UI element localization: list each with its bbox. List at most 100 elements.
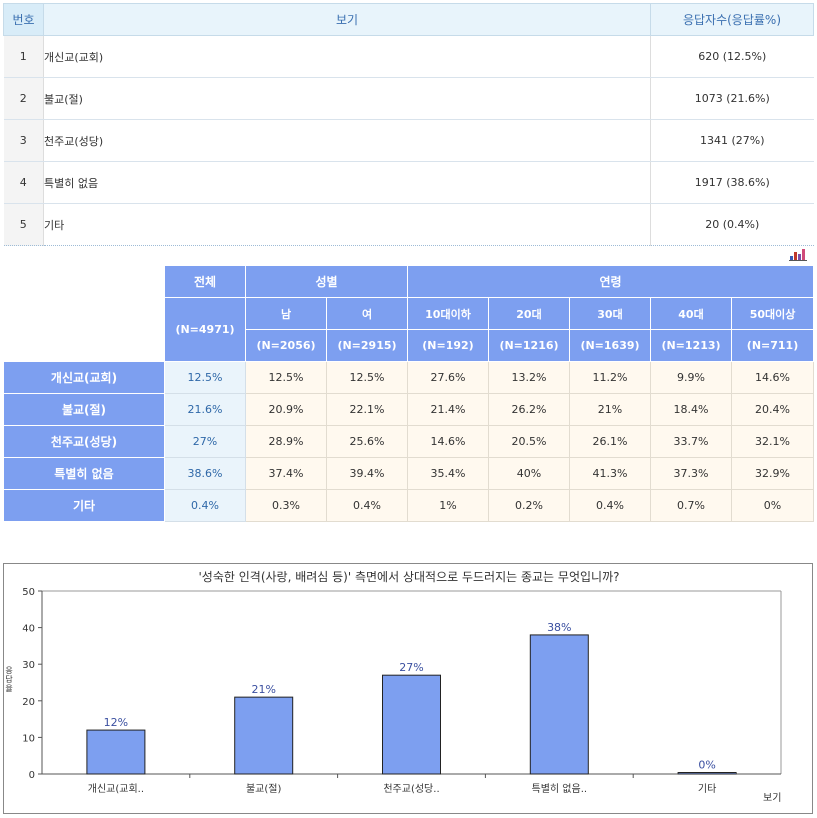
- bar-value-label: 0%: [698, 759, 715, 772]
- header-age-30s: 30대: [569, 297, 651, 330]
- row-value: 9.9%: [650, 361, 732, 394]
- bar-chart: '성숙한 인격(사랑, 배려심 등)' 측면에서 상대적으로 두드러지는 종교는…: [3, 563, 813, 814]
- row-option: 천주교(성당): [43, 119, 651, 162]
- header-gender: 성별: [245, 265, 408, 298]
- row-result: 1917 (38.6%): [650, 161, 814, 204]
- row-value: 32.9%: [730, 457, 815, 490]
- row-value: 37.4%: [245, 457, 327, 490]
- crosstab-table: 전체 성별 연령 (N=4971) 남 여 10대이하 20대 30대 40대 …: [3, 265, 815, 522]
- row-label: 불교(절): [3, 393, 165, 426]
- row-value: 18.4%: [650, 393, 732, 426]
- row-value: 39.4%: [326, 457, 408, 490]
- header-age-10s-n: (N=192): [407, 329, 489, 362]
- row-value: 0.2%: [488, 489, 570, 522]
- table-row: 개신교(교회) 12.5% 12.5% 12.5% 27.6% 13.2% 11.2% 9.9…: [3, 361, 815, 394]
- bar: [677, 772, 737, 775]
- y-tick-label: 40: [22, 624, 35, 635]
- y-tick-label: 10: [22, 733, 35, 744]
- row-total: 21.6%: [164, 393, 246, 426]
- row-value: 0.4%: [569, 489, 651, 522]
- table-row: 특별히 없음 38.6% 37.4% 39.4% 35.4% 40% 41.3% 37.3% 3…: [3, 457, 815, 490]
- y-tick-label: 20: [22, 697, 35, 708]
- row-value: 22.1%: [326, 393, 408, 426]
- x-tick-label: 특별히 없음..: [532, 782, 588, 795]
- row-value: 20.4%: [730, 393, 815, 426]
- chart-title: '성숙한 인격(사랑, 배려심 등)' 측면에서 상대적으로 두드러지는 종교는…: [198, 570, 620, 584]
- row-result: 20 (0.4%): [650, 203, 814, 246]
- header-total: 전체: [164, 265, 246, 298]
- bar: [382, 674, 441, 775]
- header-gender-female-n: (N=2915): [326, 329, 408, 362]
- row-option: 특별히 없음: [43, 161, 651, 204]
- row-total: 27%: [164, 425, 246, 458]
- row-num: 1: [3, 35, 44, 78]
- header-age: 연령: [406, 265, 815, 298]
- x-tick-label: 기타: [698, 783, 716, 795]
- y-tick-label: 50: [22, 587, 35, 598]
- row-value: 37.3%: [650, 457, 732, 490]
- row-label: 개신교(교회): [3, 361, 165, 394]
- bar: [86, 729, 146, 775]
- row-value: 26.2%: [488, 393, 570, 426]
- row-result: 1073 (21.6%): [650, 77, 814, 120]
- table-row: 기타 0.4% 0.3% 0.4% 1% 0.2% 0.4% 0.7% 0%: [3, 489, 815, 522]
- row-value: 26.1%: [569, 425, 651, 458]
- x-tick-label: 불교(절): [246, 782, 282, 795]
- row-value: 21%: [569, 393, 651, 426]
- y-tick-label: 30: [22, 660, 35, 671]
- x-axis-label: 보기: [763, 793, 782, 804]
- table-row: 1 개신교(교회) 620 (12.5%): [3, 35, 814, 78]
- header-option: 보기: [43, 3, 651, 36]
- row-value: 33.7%: [650, 425, 732, 458]
- bar: [529, 634, 589, 775]
- bar: [234, 696, 294, 775]
- header-gender-female: 여: [326, 297, 408, 330]
- header-age-20s-n: (N=1216): [488, 329, 570, 362]
- y-tick-label: 0: [29, 770, 35, 781]
- row-num: 4: [3, 161, 44, 204]
- header-age-20s: 20대: [488, 297, 570, 330]
- row-label: 특별히 없음: [3, 457, 165, 490]
- row-value: 11.2%: [569, 361, 651, 394]
- table-row: 4 특별히 없음 1917 (38.6%): [3, 161, 814, 204]
- row-result: 1341 (27%): [650, 119, 814, 162]
- bar-chart-icon[interactable]: [789, 247, 807, 261]
- row-value: 12.5%: [326, 361, 408, 394]
- header-age-50s-n: (N=711): [730, 329, 815, 362]
- row-value: 20.9%: [245, 393, 327, 426]
- row-option: 불교(절): [43, 77, 651, 120]
- row-label: 기타: [3, 489, 165, 522]
- chart-plot: 0 10 20 30 40 50 12% 개신교(교회.. 21% 불교(절) 27% 천주교(성당.…: [22, 587, 782, 795]
- row-value: 21.4%: [407, 393, 489, 426]
- row-option: 기타: [43, 203, 651, 246]
- row-value: 0.4%: [326, 489, 408, 522]
- row-label: 천주교(성당): [3, 425, 165, 458]
- row-num: 3: [3, 119, 44, 162]
- row-value: 14.6%: [407, 425, 489, 458]
- row-value: 1%: [407, 489, 489, 522]
- row-total: 38.6%: [164, 457, 246, 490]
- row-value: 12.5%: [245, 361, 327, 394]
- row-value: 13.2%: [488, 361, 570, 394]
- row-value: 28.9%: [245, 425, 327, 458]
- header-total-n: (N=4971): [164, 297, 246, 362]
- bar-value-label: 38%: [547, 621, 571, 634]
- bar-value-label: 21%: [251, 683, 275, 696]
- header-gender-male: 남: [245, 297, 327, 330]
- corner-blank: [3, 265, 165, 362]
- row-value: 0.7%: [650, 489, 732, 522]
- table-row: 천주교(성당) 27% 28.9% 25.6% 14.6% 20.5% 26.1% 33.7%…: [3, 425, 815, 458]
- row-result: 620 (12.5%): [650, 35, 814, 78]
- row-num: 2: [3, 77, 44, 120]
- row-total: 0.4%: [164, 489, 246, 522]
- header-age-40s-n: (N=1213): [650, 329, 732, 362]
- response-table-header: 번호 보기 응답자수(응답률%): [3, 3, 814, 36]
- row-value: 0%: [730, 489, 815, 522]
- row-value: 25.6%: [326, 425, 408, 458]
- row-option: 개신교(교회): [43, 35, 651, 78]
- header-age-50s: 50대이상: [730, 297, 815, 330]
- x-tick-label: 개신교(교회..: [88, 783, 144, 795]
- row-value: 41.3%: [569, 457, 651, 490]
- bar-value-label: 12%: [104, 716, 128, 729]
- x-tick-label: 천주교(성당..: [383, 783, 439, 795]
